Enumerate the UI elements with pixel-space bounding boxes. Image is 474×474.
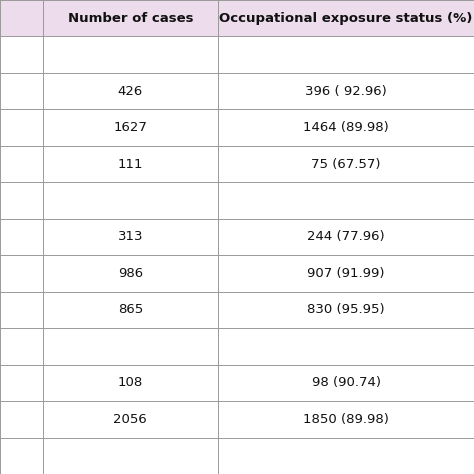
- Text: 111: 111: [118, 157, 143, 171]
- Bar: [0, 0, 43, 36]
- Bar: [218, 73, 474, 109]
- Bar: [218, 292, 474, 328]
- Text: Number of cases: Number of cases: [68, 12, 193, 25]
- Text: 2056: 2056: [113, 413, 147, 426]
- Text: 108: 108: [118, 376, 143, 389]
- Bar: [43, 73, 218, 109]
- Bar: [43, 328, 218, 365]
- Text: 396 ( 92.96): 396 ( 92.96): [305, 85, 387, 98]
- Bar: [0, 292, 43, 328]
- Bar: [0, 401, 43, 438]
- Bar: [43, 255, 218, 292]
- Text: 1464 (89.98): 1464 (89.98): [303, 121, 389, 134]
- Text: 313: 313: [118, 230, 143, 244]
- Text: 75 (67.57): 75 (67.57): [311, 157, 381, 171]
- Bar: [218, 36, 474, 73]
- Text: 426: 426: [118, 85, 143, 98]
- Text: 865: 865: [118, 303, 143, 317]
- Bar: [218, 328, 474, 365]
- Text: 244 (77.96): 244 (77.96): [307, 230, 385, 244]
- Bar: [0, 438, 43, 474]
- Bar: [218, 219, 474, 255]
- Bar: [0, 146, 43, 182]
- Bar: [218, 182, 474, 219]
- Bar: [43, 219, 218, 255]
- Bar: [0, 255, 43, 292]
- Text: 1627: 1627: [113, 121, 147, 134]
- Bar: [218, 438, 474, 474]
- Bar: [218, 401, 474, 438]
- Bar: [0, 36, 43, 73]
- Text: 1850 (89.98): 1850 (89.98): [303, 413, 389, 426]
- Bar: [218, 109, 474, 146]
- Bar: [0, 328, 43, 365]
- Bar: [0, 109, 43, 146]
- Bar: [0, 365, 43, 401]
- Bar: [43, 182, 218, 219]
- Bar: [218, 0, 474, 36]
- Bar: [43, 401, 218, 438]
- Bar: [218, 146, 474, 182]
- Text: 986: 986: [118, 267, 143, 280]
- Bar: [43, 438, 218, 474]
- Bar: [0, 182, 43, 219]
- Bar: [43, 292, 218, 328]
- Bar: [218, 255, 474, 292]
- Bar: [43, 146, 218, 182]
- Text: 830 (95.95): 830 (95.95): [307, 303, 385, 317]
- Text: 907 (91.99): 907 (91.99): [307, 267, 385, 280]
- Text: Occupational exposure status (%): Occupational exposure status (%): [219, 12, 473, 25]
- Bar: [43, 109, 218, 146]
- Bar: [218, 365, 474, 401]
- Bar: [0, 219, 43, 255]
- Bar: [43, 36, 218, 73]
- Bar: [0, 73, 43, 109]
- Text: 98 (90.74): 98 (90.74): [311, 376, 381, 389]
- Bar: [43, 365, 218, 401]
- Bar: [43, 0, 218, 36]
